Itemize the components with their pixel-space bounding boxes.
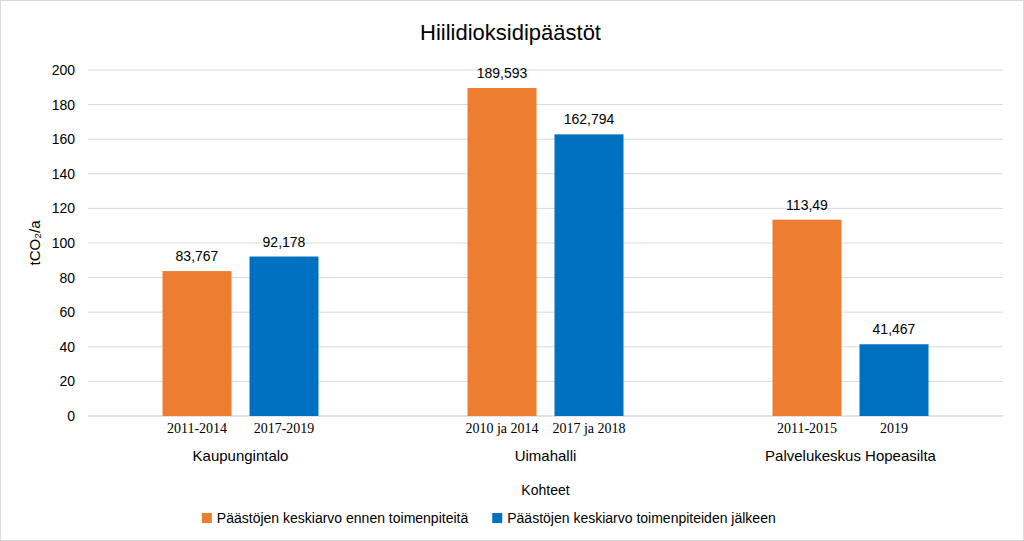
y-tick-label: 60 — [59, 304, 75, 320]
bar — [555, 134, 624, 416]
grid-line — [88, 104, 1003, 105]
period-label: 2011-2014 — [167, 421, 227, 436]
legend-swatch — [492, 513, 502, 523]
chart-frame — [1, 1, 1024, 541]
bar — [250, 257, 319, 416]
y-tick-label: 80 — [59, 270, 75, 286]
data-label: 162,794 — [564, 111, 615, 127]
period-label: 2011-2015 — [777, 421, 837, 436]
grid-line — [88, 70, 1003, 71]
y-tick-label: 180 — [52, 97, 76, 113]
y-tick-label: 20 — [59, 373, 75, 389]
grid-line — [88, 139, 1003, 140]
y-tick-label: 140 — [52, 166, 76, 182]
y-tick-label: 200 — [52, 62, 76, 78]
x-axis-label: Kohteet — [521, 482, 569, 498]
legend: Päästöjen keskiarvo ennen toimenpiteitä P… — [202, 510, 776, 526]
data-label: 41,467 — [873, 321, 916, 337]
grid — [88, 70, 1003, 416]
y-tick-label: 40 — [59, 339, 75, 355]
period-label: 2017 ja 2018 — [552, 421, 625, 436]
period-label: 2017-2019 — [254, 421, 315, 436]
data-label: 189,593 — [477, 65, 528, 81]
chart: Hiilidioksidipäästöt 0 20 40 60 80 100 120 140 16… — [0, 0, 1024, 541]
grid-line — [88, 208, 1003, 209]
data-label: 83,767 — [176, 248, 219, 264]
bar — [163, 271, 232, 416]
category-label: Kaupungintalo — [193, 447, 289, 464]
grid-line — [88, 243, 1003, 244]
bar — [468, 88, 537, 416]
data-label: 113,49 — [786, 197, 828, 213]
labels: Kaupungintalo 83,767 2011-2014 92,178 2017-2… — [167, 65, 937, 464]
chart-title: Hiilidioksidipäästöt — [420, 20, 601, 45]
period-label: 2019 — [880, 421, 908, 436]
period-label: 2010 ja 2014 — [465, 421, 538, 436]
data-label: 92,178 — [263, 234, 306, 250]
bar — [773, 220, 842, 416]
category-label: Palvelukeskus Hopeasilta — [765, 447, 937, 464]
bar — [860, 344, 929, 416]
legend-swatch — [202, 513, 212, 523]
y-tick-label: 160 — [52, 131, 76, 147]
y-tick-label: 120 — [52, 200, 76, 216]
y-axis-label: tCO₂/a — [26, 220, 43, 266]
category-label: Uimahalli — [515, 447, 577, 464]
grid-line — [88, 173, 1003, 174]
bars — [163, 88, 929, 416]
y-tick-label: 0 — [67, 408, 75, 424]
legend-label: Päästöjen keskiarvo toimenpiteiden jälke… — [507, 510, 775, 526]
legend-label: Päästöjen keskiarvo ennen toimenpiteitä — [217, 510, 469, 526]
y-tick-label: 100 — [52, 235, 76, 251]
